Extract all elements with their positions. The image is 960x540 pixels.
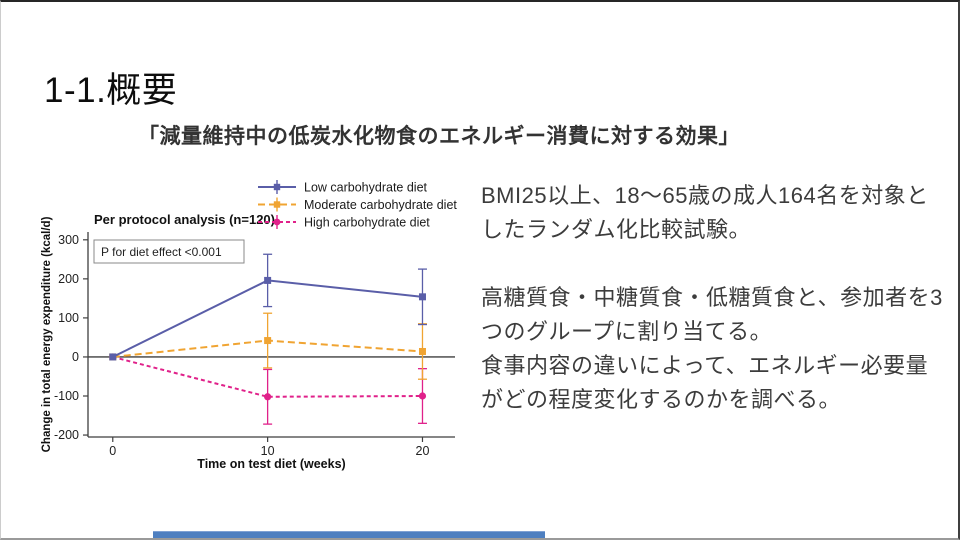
svg-text:High carbohydrate diet: High carbohydrate diet [304, 215, 430, 229]
bottom-strip [153, 531, 545, 539]
svg-text:-200: -200 [54, 428, 79, 442]
legend-item-1: Moderate carbohydrate diet [258, 197, 457, 212]
page-title: 1-1.概要 [44, 71, 178, 111]
svg-text:Low carbohydrate diet: Low carbohydrate diet [304, 180, 428, 194]
energy-expenditure-chart: 300 200 100 0 -100 -200 0 10 20 Time on test diet… [41, 180, 457, 471]
svg-text:0: 0 [72, 350, 79, 364]
chart-axes [83, 232, 455, 442]
summary-paragraph-3: 食事内容の違いによって、エネルギー必要量がどの程度変化するのかを調べる。 [481, 353, 929, 413]
svg-text:200: 200 [58, 272, 79, 286]
svg-text:10: 10 [261, 444, 275, 458]
summary-text-panel: BMI25以上、18〜65歳の成人164名を対象としたランダム化比較試験。 高糖… [481, 179, 949, 418]
svg-text:Moderate carbohydrate diet: Moderate carbohydrate diet [304, 198, 457, 212]
p-value-box: P for diet effect <0.001 [93, 239, 245, 264]
y-axis-label: Change in total energy expenditure (kcal… [41, 216, 53, 452]
chart-title: Per protocol analysis (n=120) [94, 212, 275, 227]
svg-text:P for diet effect <0.001: P for diet effect <0.001 [101, 245, 222, 259]
series-0 [109, 253, 427, 361]
svg-text:0: 0 [109, 444, 116, 458]
svg-text:-100: -100 [54, 389, 79, 403]
svg-text:300: 300 [58, 233, 79, 247]
legend-item-0: Low carbohydrate diet [258, 180, 428, 194]
legend-item-2: High carbohydrate diet [258, 215, 430, 229]
summary-paragraph-2: 高糖質食・中糖質食・低糖質食と、参加者を3つのグループに割り当てる。 [481, 285, 943, 345]
study-title-subtitle: 「減量維持中の低炭水化物食のエネルギー消費に対する効果」 [138, 125, 740, 148]
chart-legend: Low carbohydrate diet Moderate carbohydra… [258, 180, 457, 229]
chart-panel: 300 200 100 0 -100 -200 0 10 20 Time on test diet… [30, 172, 470, 477]
svg-text:20: 20 [416, 444, 430, 458]
svg-text:100: 100 [58, 311, 79, 325]
tick-labels: 300 200 100 0 -100 -200 0 10 20 [54, 233, 430, 458]
x-axis-label: Time on test diet (weeks) [197, 457, 345, 471]
summary-paragraph-1: BMI25以上、18〜65歳の成人164名を対象としたランダム化比較試験。 [481, 183, 929, 243]
